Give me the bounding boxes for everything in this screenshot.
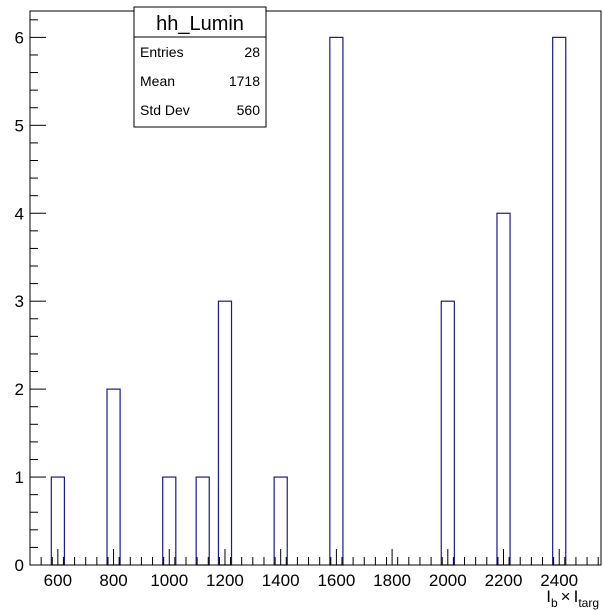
x-tick-label: 1400 bbox=[262, 571, 300, 590]
stats-box: hh_Lumin Entries 28 Mean 1718 Std Dev 560 bbox=[133, 6, 267, 128]
x-tick-label: 2200 bbox=[485, 571, 523, 590]
stats-row-label: Mean bbox=[140, 73, 175, 89]
axes-layer: 0 1 2 3 4 5 6 600 800 1000 1200 1400 1600 1800 2000 220… bbox=[15, 10, 602, 590]
x-tick-label: 2400 bbox=[540, 571, 578, 590]
stats-row-label: Std Dev bbox=[140, 102, 190, 118]
stats-row-value: 560 bbox=[237, 102, 261, 118]
histogram-bar bbox=[106, 388, 121, 566]
y-tick-label: 3 bbox=[15, 292, 24, 311]
histogram-bar bbox=[329, 36, 344, 566]
x-axis-title: Ib × Itarg bbox=[546, 587, 599, 610]
x-tick-label: 1800 bbox=[373, 571, 411, 590]
histogram-bar bbox=[552, 36, 567, 566]
x-tick-label: 1000 bbox=[150, 571, 188, 590]
stats-row-value: 28 bbox=[244, 44, 260, 60]
histogram-bar bbox=[496, 212, 511, 566]
bars-layer bbox=[50, 36, 567, 566]
x-tick-label: 600 bbox=[44, 571, 72, 590]
stats-box-title: hh_Lumin bbox=[156, 13, 244, 35]
stats-box-frame bbox=[133, 6, 267, 128]
x-tick-label: 1200 bbox=[206, 571, 244, 590]
plot-frame bbox=[29, 10, 602, 566]
x-tick-label: 1600 bbox=[317, 571, 355, 590]
y-tick-label: 6 bbox=[15, 28, 24, 47]
histogram-bar bbox=[440, 300, 455, 566]
x-tick-label: 2000 bbox=[429, 571, 467, 590]
x-axis-title-text: Ib × Itarg bbox=[546, 587, 599, 610]
histogram-bar bbox=[195, 476, 210, 566]
y-tick-label: 1 bbox=[15, 468, 24, 487]
y-tick-label: 2 bbox=[15, 380, 24, 399]
y-tick-label: 0 bbox=[15, 556, 24, 575]
histogram-bar bbox=[217, 300, 233, 566]
stats-row-value: 1718 bbox=[229, 73, 260, 89]
x-tick-label: 800 bbox=[99, 571, 127, 590]
y-tick-label: 5 bbox=[15, 116, 24, 135]
y-tick-label: 4 bbox=[15, 204, 24, 223]
stats-row-label: Entries bbox=[140, 44, 184, 60]
